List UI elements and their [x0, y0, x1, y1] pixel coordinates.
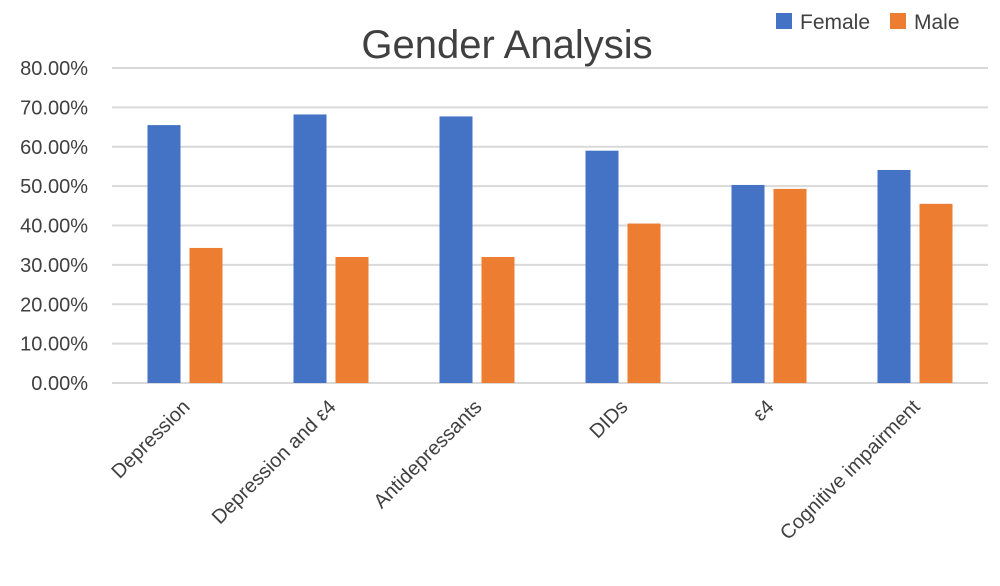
bar-female: [732, 185, 765, 383]
bar-male: [628, 224, 661, 383]
legend-swatch-male: [890, 13, 906, 29]
bar-male: [774, 189, 807, 383]
x-tick-label: Depression: [107, 396, 194, 483]
bar-female: [148, 125, 181, 383]
y-tick-label: 0.00%: [31, 373, 88, 395]
y-tick-label: 80.00%: [20, 58, 88, 80]
x-tick-label: Antidepressants: [370, 396, 487, 513]
legend-label-female: Female: [800, 11, 870, 34]
bar-female: [294, 114, 327, 383]
bar-male: [482, 257, 515, 383]
bar-female: [878, 170, 911, 383]
y-tick-label: 40.00%: [20, 216, 88, 238]
y-axis: 0.00% 10.00% 20.00% 30.00% 40.00% 50.00% 60.00…: [20, 58, 88, 395]
y-tick-label: 50.00%: [20, 176, 88, 198]
chart-title: Gender Analysis: [361, 23, 652, 67]
x-axis: Depression Depression and ε4 Antidepressan…: [107, 396, 924, 545]
x-tick-label: Cognitive impairment: [776, 396, 925, 545]
legend-swatch-female: [776, 13, 792, 29]
bar-male: [190, 248, 223, 383]
gender-analysis-chart: 0.00% 10.00% 20.00% 30.00% 40.00% 50.00% 60.00…: [0, 0, 1000, 586]
bar-female: [586, 151, 619, 383]
x-tick-label: DIDs: [586, 396, 633, 443]
y-tick-label: 20.00%: [20, 294, 88, 316]
y-tick-label: 60.00%: [20, 137, 88, 159]
bar-male: [336, 257, 369, 383]
x-tick-label: ε4: [749, 396, 779, 426]
gridlines: [112, 68, 988, 383]
bar-male: [920, 204, 953, 383]
x-tick-label: Depression and ε4: [208, 396, 341, 529]
legend-label-male: Male: [914, 11, 960, 34]
y-tick-label: 10.00%: [20, 334, 88, 356]
bar-female: [440, 116, 473, 383]
y-tick-label: 70.00%: [20, 97, 88, 119]
legend: Female Male: [776, 11, 960, 34]
y-tick-label: 30.00%: [20, 255, 88, 277]
